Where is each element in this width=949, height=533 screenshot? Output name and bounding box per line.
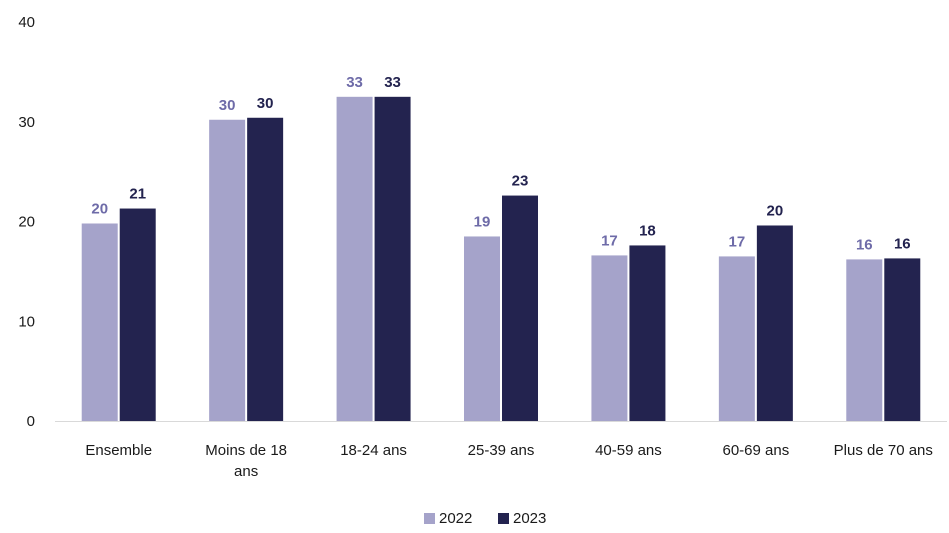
data-label-2023: 33 — [384, 74, 401, 91]
bar-2023 — [884, 258, 921, 421]
data-label-2022: 20 — [91, 200, 108, 217]
data-label-2022: 16 — [856, 236, 873, 253]
bar-2022 — [464, 236, 500, 421]
bar-2022 — [336, 96, 373, 421]
legend-label-2023: 2023 — [513, 510, 546, 527]
bar-2023 — [756, 225, 793, 421]
y-tick-label: 10 — [18, 313, 35, 330]
bar-2023 — [629, 245, 666, 421]
data-label-2023: 23 — [512, 173, 529, 190]
x-tick-label: Plus de 70 ans — [834, 442, 933, 459]
bar-2023 — [119, 208, 156, 421]
data-label-2023: 21 — [129, 186, 146, 203]
bar-2023 — [247, 117, 284, 421]
x-tick-label: 60-69 ans — [722, 442, 789, 459]
data-label-2023: 20 — [767, 202, 784, 219]
data-label-2022: 30 — [219, 97, 236, 114]
data-label-2023: 16 — [894, 235, 911, 252]
x-tick-label-line: ans — [234, 463, 258, 480]
y-tick-label: 20 — [18, 214, 35, 231]
data-label-2023: 18 — [639, 222, 656, 239]
bar-2023 — [374, 96, 411, 421]
bars — [81, 96, 921, 421]
bar-2022 — [718, 256, 755, 421]
x-tick-label-line: 25-39 ans — [468, 442, 535, 459]
x-tick-label-line: 18-24 ans — [340, 442, 407, 459]
x-tick-label-line: Ensemble — [85, 442, 152, 459]
data-label-2022: 33 — [346, 74, 363, 91]
x-tick-label: Moins de 18 ans — [205, 442, 287, 480]
x-tick-label-line: Plus de 70 ans — [834, 442, 933, 459]
legend: 2022 2023 — [424, 510, 546, 527]
bar-2023 — [502, 195, 538, 421]
bar-2022 — [209, 119, 246, 421]
data-labels: 20 21 30 30 33 33 19 23 17 18 17 20 16 16 — [91, 74, 910, 254]
x-tick-label-line: Moins de 18 — [205, 442, 287, 459]
x-tick-label: 18-24 ans — [340, 442, 407, 459]
x-tick-label: Ensemble — [85, 442, 152, 459]
y-tick-label: 40 — [18, 14, 35, 31]
legend-label-2022: 2022 — [439, 510, 472, 527]
legend-swatch-2023 — [498, 513, 509, 524]
bar-2022 — [846, 259, 883, 421]
y-axis: 0 10 20 30 40 — [18, 14, 35, 430]
legend-swatch-2022 — [424, 513, 435, 524]
bar-2022 — [591, 255, 628, 421]
data-label-2023: 30 — [257, 95, 274, 112]
data-label-2022: 17 — [729, 233, 746, 250]
data-label-2022: 19 — [474, 213, 491, 230]
x-tick-label-line: 60-69 ans — [722, 442, 789, 459]
x-axis-categories: Ensemble Moins de 18 ans 18-24 ans 25-39 ans… — [85, 442, 933, 480]
x-tick-label: 25-39 ans — [468, 442, 535, 459]
x-tick-label-line: 40-59 ans — [595, 442, 662, 459]
data-label-2022: 17 — [601, 232, 618, 249]
y-tick-label: 30 — [18, 114, 35, 131]
bar-2022 — [81, 223, 118, 421]
y-tick-label: 0 — [27, 413, 35, 430]
x-tick-label: 40-59 ans — [595, 442, 662, 459]
